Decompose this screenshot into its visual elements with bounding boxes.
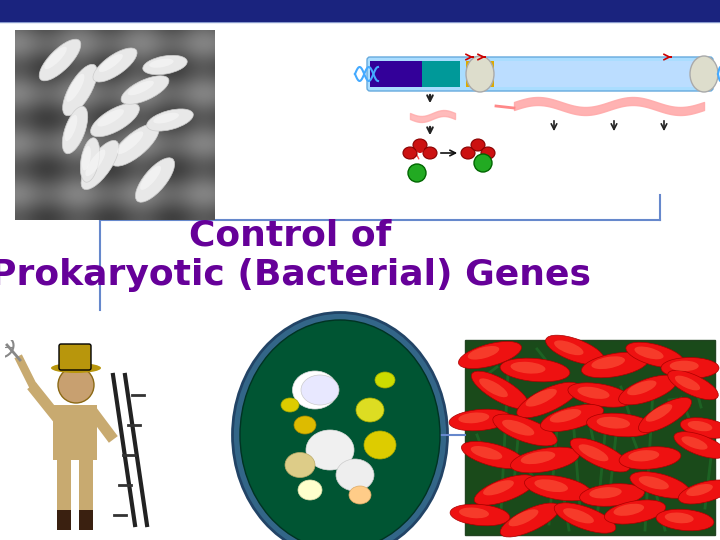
Ellipse shape	[459, 508, 489, 518]
Ellipse shape	[492, 414, 557, 446]
Ellipse shape	[461, 147, 475, 159]
Ellipse shape	[349, 486, 371, 504]
Ellipse shape	[281, 398, 299, 412]
Bar	[370, 61, 422, 87]
Ellipse shape	[591, 356, 625, 369]
Ellipse shape	[639, 397, 691, 433]
Ellipse shape	[604, 500, 665, 524]
Ellipse shape	[306, 430, 354, 470]
Bar	[466, 61, 494, 87]
Ellipse shape	[639, 476, 669, 489]
Ellipse shape	[423, 147, 437, 159]
Ellipse shape	[481, 147, 495, 159]
Ellipse shape	[675, 376, 700, 390]
Circle shape	[408, 164, 426, 182]
Ellipse shape	[449, 409, 511, 431]
Ellipse shape	[568, 383, 632, 407]
Ellipse shape	[554, 340, 583, 355]
Ellipse shape	[626, 342, 684, 368]
Ellipse shape	[472, 371, 528, 409]
Ellipse shape	[301, 375, 339, 405]
Circle shape	[416, 145, 424, 153]
Ellipse shape	[656, 509, 714, 531]
Ellipse shape	[526, 389, 557, 407]
Ellipse shape	[627, 380, 657, 395]
Ellipse shape	[570, 438, 630, 472]
Bar	[422, 61, 460, 87]
Ellipse shape	[413, 139, 427, 151]
Ellipse shape	[582, 352, 649, 378]
FancyBboxPatch shape	[367, 57, 713, 91]
Ellipse shape	[500, 503, 560, 537]
Ellipse shape	[474, 475, 536, 505]
Ellipse shape	[661, 357, 719, 379]
Ellipse shape	[587, 413, 653, 437]
Ellipse shape	[665, 512, 693, 523]
Ellipse shape	[480, 379, 508, 397]
Ellipse shape	[634, 347, 664, 359]
Ellipse shape	[233, 313, 448, 540]
Ellipse shape	[508, 509, 539, 526]
Ellipse shape	[550, 409, 581, 423]
Ellipse shape	[336, 459, 374, 491]
Bar	[465, 340, 715, 535]
Ellipse shape	[678, 480, 720, 504]
Ellipse shape	[680, 417, 720, 438]
Ellipse shape	[483, 480, 514, 495]
Ellipse shape	[563, 508, 594, 523]
Ellipse shape	[459, 413, 490, 423]
Ellipse shape	[629, 450, 660, 462]
Ellipse shape	[681, 436, 708, 450]
Ellipse shape	[298, 480, 322, 500]
Ellipse shape	[554, 503, 616, 533]
Ellipse shape	[403, 147, 417, 159]
Ellipse shape	[517, 382, 579, 418]
Ellipse shape	[459, 341, 521, 369]
Ellipse shape	[670, 361, 698, 371]
Ellipse shape	[471, 446, 503, 460]
Bar	[494, 61, 694, 87]
Ellipse shape	[292, 371, 338, 409]
Ellipse shape	[618, 375, 678, 405]
Circle shape	[474, 154, 492, 172]
Ellipse shape	[688, 421, 712, 431]
Ellipse shape	[534, 480, 568, 492]
Ellipse shape	[546, 335, 604, 365]
Ellipse shape	[294, 416, 316, 434]
Ellipse shape	[466, 56, 494, 92]
Ellipse shape	[364, 431, 396, 459]
Ellipse shape	[462, 441, 525, 469]
Ellipse shape	[500, 358, 570, 382]
Ellipse shape	[597, 417, 630, 429]
Ellipse shape	[502, 420, 534, 436]
Ellipse shape	[524, 475, 592, 501]
Ellipse shape	[521, 451, 555, 464]
Ellipse shape	[541, 404, 603, 431]
Ellipse shape	[686, 484, 713, 496]
Ellipse shape	[471, 139, 485, 151]
Ellipse shape	[613, 504, 644, 516]
Ellipse shape	[356, 398, 384, 422]
Ellipse shape	[690, 56, 718, 92]
Ellipse shape	[579, 444, 608, 461]
Ellipse shape	[285, 453, 315, 477]
Ellipse shape	[619, 447, 681, 469]
Ellipse shape	[674, 431, 720, 458]
Text: Control of
Prokaryotic (Bacterial) Genes: Control of Prokaryotic (Bacterial) Genes	[0, 218, 590, 292]
Ellipse shape	[667, 370, 719, 400]
Ellipse shape	[468, 346, 499, 360]
Bar	[0, 0, 720, 22]
Ellipse shape	[589, 487, 621, 498]
Ellipse shape	[646, 404, 672, 422]
Ellipse shape	[577, 387, 610, 399]
Ellipse shape	[450, 504, 510, 526]
Ellipse shape	[375, 372, 395, 388]
Ellipse shape	[510, 447, 580, 473]
Ellipse shape	[240, 320, 440, 540]
Ellipse shape	[510, 362, 546, 374]
Ellipse shape	[630, 471, 690, 498]
Ellipse shape	[580, 484, 644, 507]
